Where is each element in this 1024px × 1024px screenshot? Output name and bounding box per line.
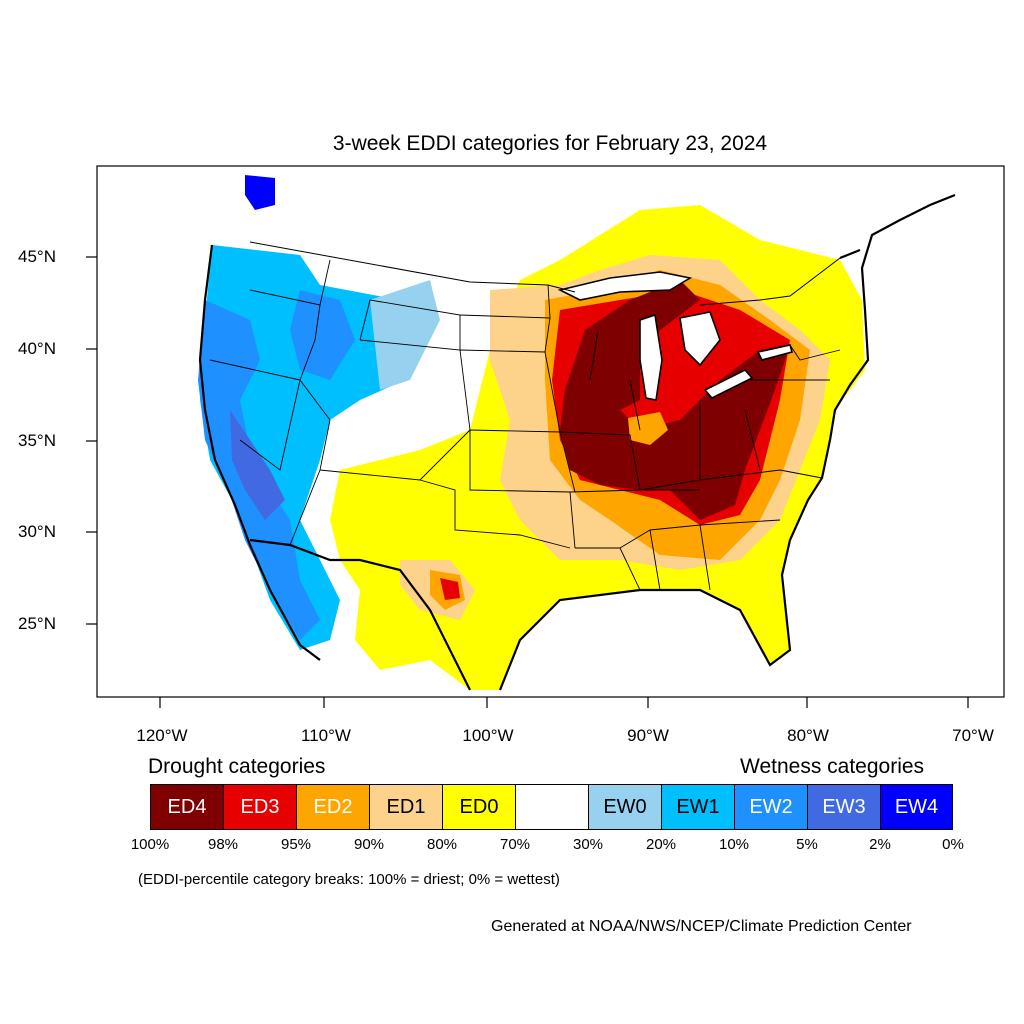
- central-ed4: [560, 280, 790, 520]
- legend-percent-break: 80%: [426, 836, 458, 853]
- legend-swatch-ew2: EW2: [734, 784, 807, 830]
- legend-swatch-ed0: ED0: [442, 784, 515, 830]
- west-ew0: [370, 280, 440, 390]
- lake-ontario: [756, 344, 793, 361]
- lake-michigan: [639, 313, 663, 401]
- legend-percent-break: 90%: [353, 836, 385, 853]
- legend-percent-break: 98%: [207, 836, 239, 853]
- legend-percent-break: 70%: [499, 836, 531, 853]
- lat-label-30: 30°N: [18, 522, 56, 541]
- lon-label-80: 80°W: [787, 726, 829, 745]
- legend-percent-break: 100%: [130, 836, 170, 853]
- legend-percent-break: 20%: [645, 836, 677, 853]
- category-note: (EDDI-percentile category breaks: 100% =…: [138, 871, 560, 888]
- legend-swatch-ed2: ED2: [296, 784, 369, 830]
- west-ew3: [230, 410, 285, 520]
- axis-ticks: [86, 256, 969, 708]
- lake-huron: [679, 311, 721, 367]
- lat-label-35: 35°N: [18, 431, 56, 450]
- legend-swatch-ew1: EW1: [661, 784, 734, 830]
- wetness-categories-heading: Wetness categories: [740, 755, 925, 778]
- legend-swatch-ew3: EW3: [807, 784, 880, 830]
- map-title: 3-week EDDI categories for February 23, …: [332, 132, 768, 155]
- lon-label-100: 100°W: [462, 726, 514, 745]
- lake-superior: [557, 271, 693, 301]
- lon-label-70: 70°W: [952, 726, 994, 745]
- texas-ed3: [440, 578, 460, 600]
- map-field: [97, 166, 1004, 697]
- legend-swatch-ed3: ED3: [223, 784, 296, 830]
- legend-swatch-ed4: ED4: [150, 784, 223, 830]
- legend-percent-break: 2%: [869, 836, 891, 853]
- legend-percent-break: 10%: [718, 836, 750, 853]
- legend-percent-break: 0%: [942, 836, 964, 853]
- us-canada-border: [249, 241, 841, 306]
- west-ew4: [245, 175, 275, 210]
- legend-percent-break: 5%: [796, 836, 818, 853]
- legend-swatch-neutral: [515, 784, 588, 830]
- lat-label-40: 40°N: [18, 339, 56, 358]
- lon-label-110: 110°W: [301, 726, 351, 745]
- legend-percent-break: 30%: [572, 836, 604, 853]
- legend-swatch-ew4: EW4: [880, 784, 953, 830]
- map-frame: [96, 165, 1005, 698]
- lat-label-45: 45°N: [18, 247, 56, 266]
- west-ew2b: [290, 290, 355, 380]
- state-lines: [209, 259, 841, 591]
- legend-percent-break: 95%: [280, 836, 312, 853]
- lat-label-25: 25°N: [18, 614, 56, 633]
- credit-line: Generated at NOAA/NWS/NCEP/Climate Predi…: [491, 918, 912, 935]
- legend-swatch-ed1: ED1: [369, 784, 442, 830]
- lake-erie: [703, 369, 754, 399]
- drought-categories-heading: Drought categories: [148, 755, 326, 778]
- legend-swatch-ew0: EW0: [588, 784, 661, 830]
- lon-label-90: 90°W: [627, 726, 669, 745]
- lon-label-120: 120°W: [136, 726, 188, 745]
- coastline: [198, 193, 956, 691]
